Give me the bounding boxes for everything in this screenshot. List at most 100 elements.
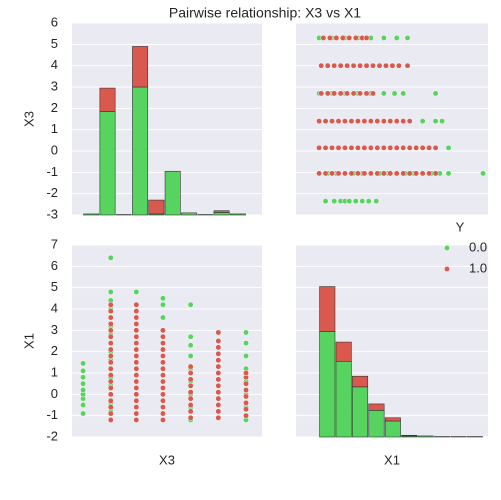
scatter-point (160, 410, 166, 417)
scatter-point (413, 170, 420, 177)
scatter-point (187, 382, 194, 389)
scatter-point (187, 370, 194, 376)
hist-bar (384, 420, 401, 438)
scatter-point (365, 198, 372, 205)
scatter-point (445, 170, 452, 177)
x-axis-label: X3 (159, 452, 175, 467)
scatter-point (335, 118, 342, 125)
scatter-point (426, 144, 433, 151)
scatter-point (133, 378, 140, 385)
scatter-point (215, 357, 222, 364)
scatter-point (367, 170, 374, 177)
scatter-point (413, 144, 420, 151)
legend-marker (444, 245, 450, 251)
scatter-point (354, 170, 361, 177)
x-axis-label: X1 (384, 452, 400, 467)
scatter-point (432, 170, 439, 177)
scatter-point (380, 34, 387, 41)
scatter-point (406, 144, 413, 151)
hist-bar (99, 111, 116, 216)
hist-bar (213, 212, 230, 216)
scatter-point (107, 365, 114, 372)
scatter-point (133, 346, 140, 353)
y-tick-label: 5 (51, 279, 58, 294)
legend-label: 0.0 (469, 239, 487, 254)
scatter-point (215, 370, 222, 376)
scatter-point (133, 314, 140, 321)
scatter-point (354, 118, 361, 125)
hist-bar (213, 210, 230, 213)
scatter-point (243, 352, 249, 359)
scatter-point (432, 144, 439, 151)
scatter-point (348, 170, 355, 177)
scatter-point (107, 372, 114, 379)
scatter-point (243, 329, 249, 336)
scatter-point (322, 144, 329, 151)
scatter-point (107, 397, 114, 404)
y-tick-label: 3 (51, 322, 58, 337)
legend-label: 1.0 (469, 260, 487, 275)
scatter-point (107, 359, 114, 366)
y-tick-label: 5 (51, 36, 58, 51)
scatter-point (316, 170, 323, 177)
scatter-point (322, 170, 329, 177)
y-tick-label: 0 (51, 386, 58, 401)
scatter-point (133, 372, 140, 379)
scatter-point (352, 34, 359, 41)
scatter-point (243, 399, 249, 406)
scatter-point (374, 144, 381, 151)
scatter-point (187, 414, 194, 421)
scatter-point (350, 90, 357, 97)
scatter-point (160, 359, 166, 366)
scatter-point (107, 288, 114, 295)
y-tick-label: 6 (51, 258, 58, 273)
y-tick-label: 4 (51, 300, 58, 315)
scatter-point (406, 170, 413, 177)
y-tick-label: 4 (51, 57, 58, 72)
scatter-point (344, 90, 351, 97)
scatter-point (107, 410, 114, 417)
scatter-point (243, 387, 249, 394)
scatter-point (389, 62, 396, 69)
hist-bar (417, 435, 434, 438)
scatter-point (160, 346, 166, 353)
scatter-point (160, 301, 166, 308)
scatter-point (133, 333, 140, 340)
scatter-point (133, 404, 140, 411)
scatter-point (480, 170, 486, 177)
scatter-point (316, 144, 323, 151)
scatter-point (215, 350, 222, 357)
scatter-point (215, 414, 222, 421)
scatter-point (331, 62, 338, 69)
legend-title: Y (456, 219, 465, 234)
scatter-point (357, 62, 364, 69)
scatter-point (391, 90, 398, 97)
scatter-point (133, 352, 140, 359)
scatter-point (80, 360, 87, 367)
scatter-point (335, 170, 342, 177)
scatter-point (187, 402, 194, 408)
y-tick-label: 2 (51, 343, 58, 358)
scatter-point (404, 62, 411, 69)
scatter-point (342, 118, 348, 125)
scatter-point (348, 118, 355, 125)
scatter-point (318, 62, 325, 69)
scatter-point (160, 314, 166, 321)
scatter-point (445, 144, 452, 151)
hist-bar (83, 213, 100, 216)
scatter-point (80, 374, 87, 381)
scatter-point (346, 34, 353, 41)
scatter-point (406, 118, 413, 125)
scatter-point (342, 144, 348, 151)
scatter-point (357, 90, 364, 97)
hist-bar (319, 286, 336, 332)
scatter-point (346, 198, 353, 205)
scatter-point (439, 118, 445, 125)
y-tick-label: -1 (46, 407, 58, 422)
y-tick-label: -2 (46, 185, 58, 200)
scatter-point (160, 404, 166, 411)
scatter-point (80, 387, 87, 394)
scatter-point (400, 144, 407, 151)
scatter-point (187, 352, 194, 359)
